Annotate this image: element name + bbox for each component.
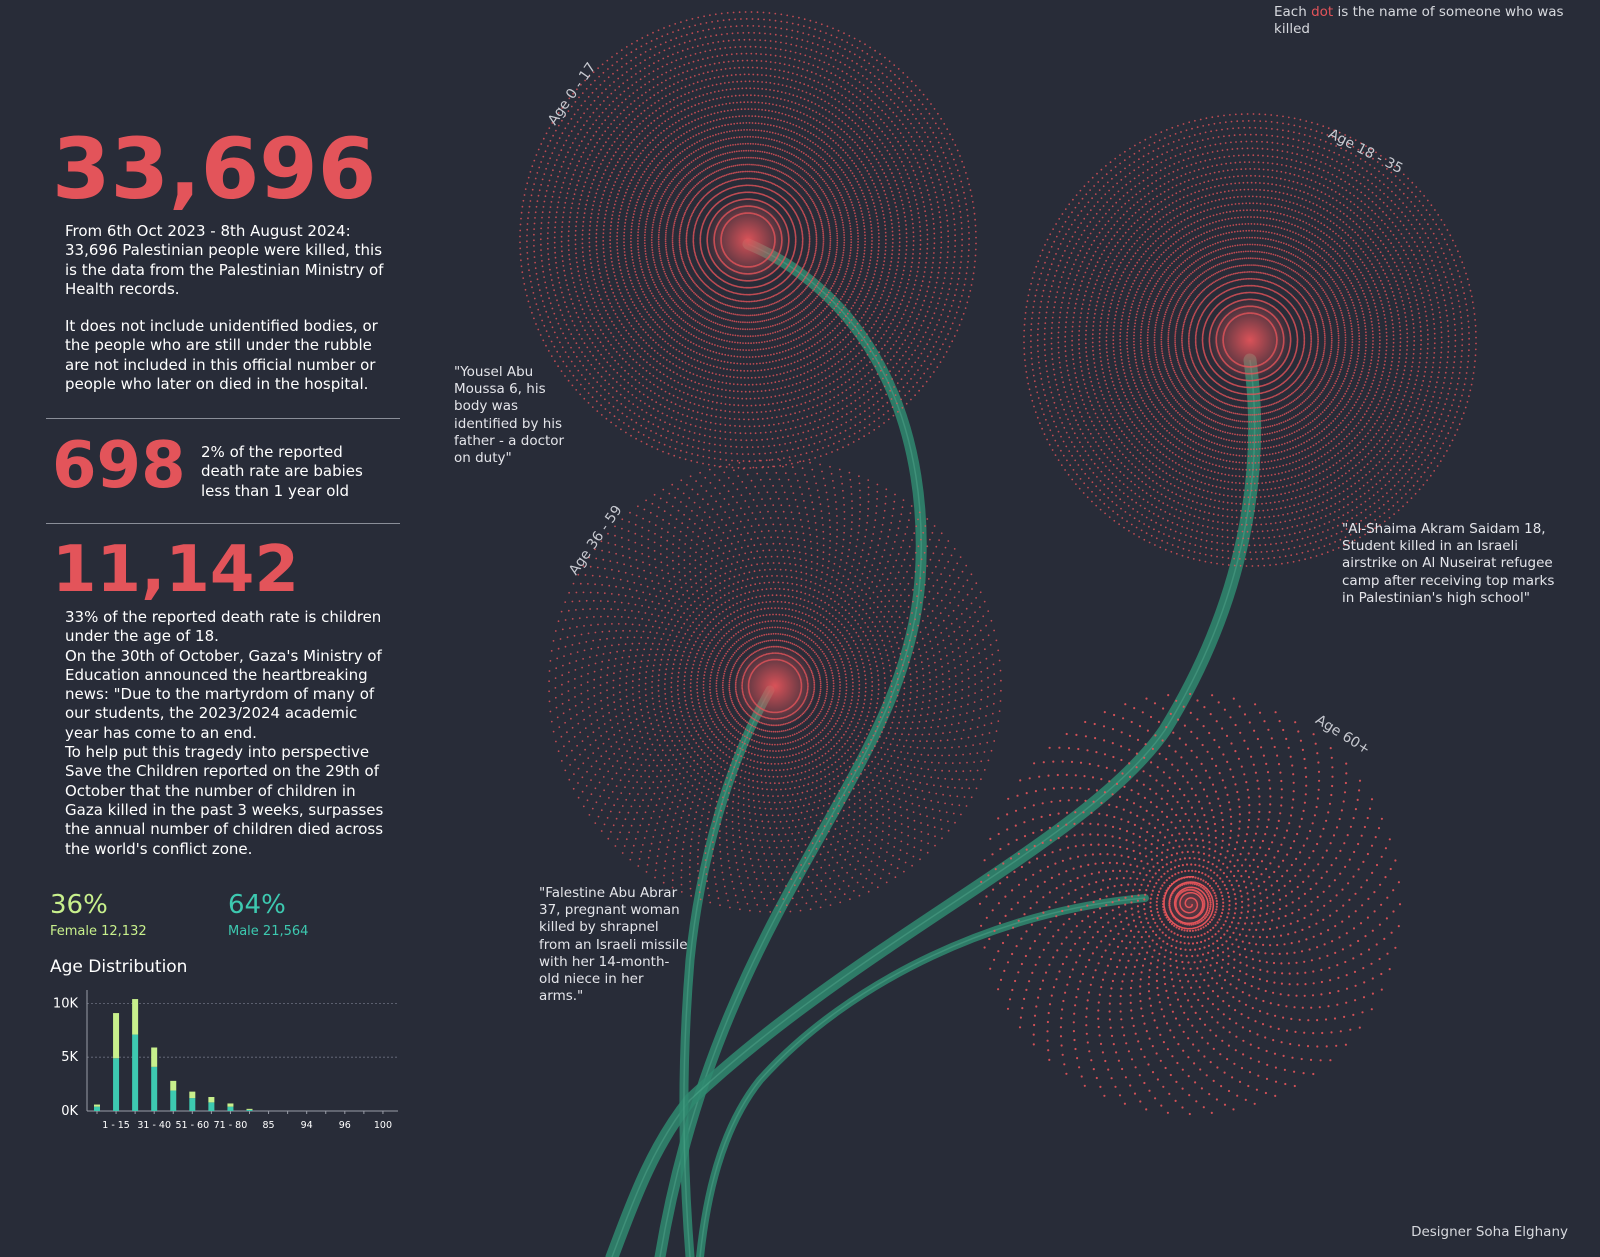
flower-stems — [605, 238, 1262, 1257]
babies-number: 698 — [52, 429, 186, 503]
total-killed-number: 33,696 — [52, 120, 377, 218]
flower-core — [1208, 298, 1292, 382]
dot-highlight: dot — [1311, 4, 1334, 20]
x-tick-label: 31 - 40 — [137, 1120, 171, 1131]
bar-female — [132, 999, 139, 1035]
stem-0 — [654, 238, 927, 1257]
stem-1 — [605, 353, 1262, 1257]
flower-0 — [519, 11, 977, 469]
bar-male — [246, 1109, 253, 1111]
bar-female — [189, 1091, 196, 1099]
flower-center-spiral — [1163, 875, 1215, 930]
bar-male — [189, 1098, 196, 1111]
flower-dots — [548, 459, 1002, 913]
bar-male — [151, 1066, 158, 1111]
x-tick-label: 96 — [339, 1120, 351, 1131]
bar-female — [227, 1103, 234, 1107]
y-tick-label: 10K — [53, 996, 79, 1011]
stem-highlight-1 — [611, 359, 1256, 1257]
flower-core — [706, 198, 790, 282]
y-tick-label: 0K — [61, 1104, 78, 1119]
divider-2 — [46, 523, 400, 524]
headline-paragraph-1: From 6th Oct 2023 - 8th August 2024: 33,… — [65, 222, 384, 298]
flower-dots — [1023, 113, 1477, 567]
divider-1 — [46, 418, 400, 419]
bar-female — [170, 1080, 177, 1091]
x-tick-label: 85 — [263, 1120, 275, 1131]
flower-core — [733, 644, 817, 728]
stem-highlight-0 — [659, 243, 922, 1257]
quote-age-0-17: "Yousel Abu Moussa 6, his body was ident… — [454, 364, 565, 467]
x-tick-label: 71 - 80 — [214, 1120, 248, 1131]
x-tick-label: 1 - 15 — [102, 1120, 130, 1131]
quote-age-36-59: "Falestine Abu Abrar 37, pregnant woman … — [539, 885, 688, 1005]
headline-paragraph-2: It does not include unidentified bodies,… — [65, 317, 378, 394]
bar-male — [227, 1106, 234, 1111]
quote-age-18-35: "Al-Shaima Akram Saidam 18, Student kill… — [1342, 521, 1555, 606]
bar-male — [132, 1034, 139, 1111]
bar-male — [170, 1090, 177, 1111]
flower-3 — [978, 692, 1402, 1116]
bar-female — [208, 1097, 215, 1103]
stem-highlight-3 — [699, 897, 1146, 1257]
bar-female — [246, 1108, 253, 1110]
flowers — [519, 11, 1477, 1116]
children-line-3: To help put this tragedy into perspectiv… — [65, 743, 384, 858]
flower-dots — [519, 11, 977, 469]
histogram-title: Age Distribution — [50, 957, 188, 977]
designer-credit: Designer Soha Elghany — [1411, 1224, 1568, 1240]
x-tick-label: 100 — [374, 1120, 392, 1131]
headline-description: From 6th Oct 2023 - 8th August 2024: 33,… — [65, 222, 395, 394]
bar-male — [94, 1106, 100, 1111]
female-count: Female 12,132 — [50, 924, 147, 939]
male-percentage: 64% — [228, 890, 286, 920]
bar-female — [151, 1047, 158, 1067]
flower-1 — [1023, 113, 1477, 567]
male-count: Male 21,564 — [228, 924, 309, 939]
bar-male — [113, 1058, 120, 1111]
bar-male — [208, 1102, 215, 1111]
age-histogram: 0K 5K 10K 1 - 15 31 - 40 51 - 60 71 - 80 85 94 96… — [53, 990, 398, 1131]
stem-3 — [696, 894, 1149, 1257]
babies-description: 2% of the reported death rate are babies… — [201, 443, 363, 500]
children-line-1: 33% of the reported death rate is childr… — [65, 608, 382, 646]
children-number: 11,142 — [52, 533, 299, 607]
flower-2 — [548, 459, 1002, 913]
children-line-2: On the 30th of October, Gaza's Ministry … — [65, 646, 382, 742]
x-tick-label: 51 - 60 — [175, 1120, 209, 1131]
dot-legend-note: Each dot is the name of someone who was … — [1274, 4, 1564, 37]
female-percentage: 36% — [50, 890, 108, 920]
bar-female — [94, 1104, 100, 1107]
children-description: 33% of the reported death rate is childr… — [65, 608, 395, 859]
x-tick-label: 94 — [301, 1120, 313, 1131]
bar-female — [113, 1013, 120, 1059]
y-tick-label: 5K — [61, 1050, 78, 1065]
